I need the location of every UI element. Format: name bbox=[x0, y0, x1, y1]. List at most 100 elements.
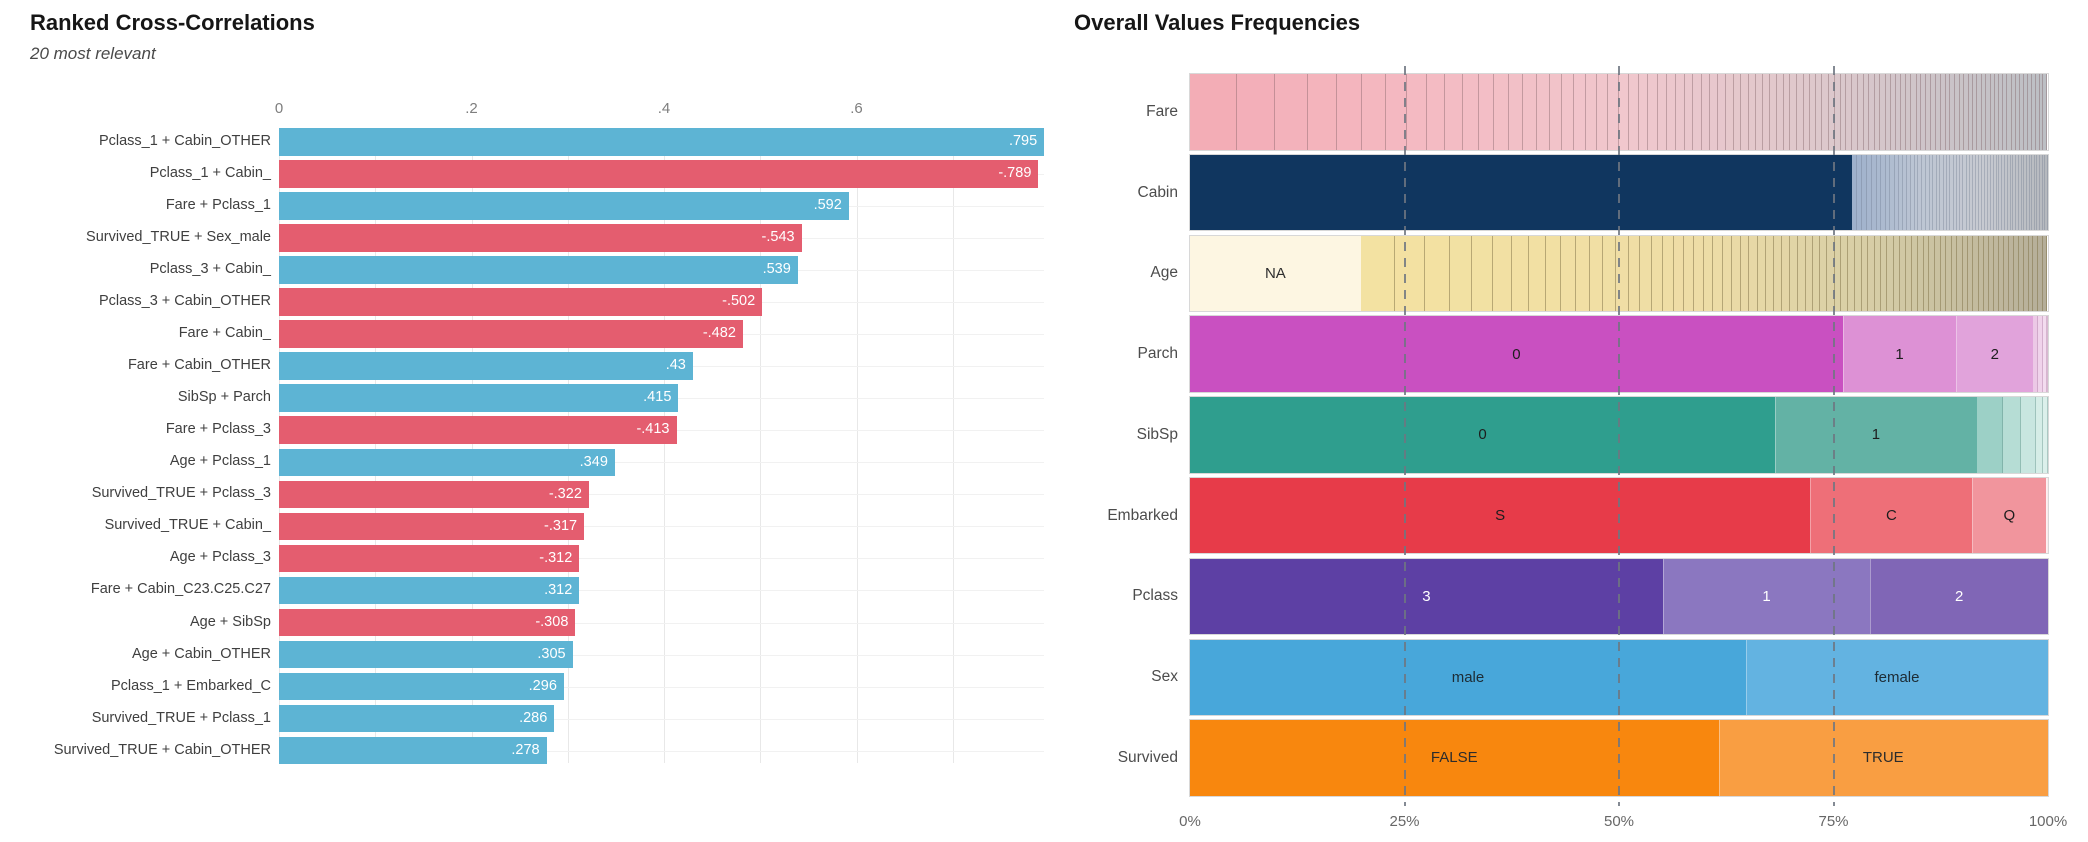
segment-label: 1 bbox=[1871, 426, 1881, 444]
frequency-stripe bbox=[1917, 235, 1924, 312]
x-tick-label: 50% bbox=[1603, 813, 1635, 830]
frequency-stripe bbox=[1574, 74, 1586, 150]
frequency-stripe bbox=[1867, 154, 1873, 231]
frequency-stripe bbox=[1963, 154, 1967, 231]
frequency-stripe bbox=[1975, 154, 1979, 231]
segment-label: 3 bbox=[1422, 587, 1431, 605]
frequency-stripe bbox=[1809, 74, 1817, 150]
frequency-stripe bbox=[1996, 154, 2000, 231]
frequency-stripe bbox=[1852, 74, 1858, 150]
bar-value-label: -.502 bbox=[722, 293, 756, 310]
correlation-bar: -.789 bbox=[279, 160, 1039, 188]
bar-value-label: .592 bbox=[813, 197, 842, 214]
frequency-stripe bbox=[2027, 74, 2032, 150]
gridline bbox=[279, 750, 1049, 752]
frequency-segment bbox=[1190, 154, 1852, 231]
frequency-stripe bbox=[1776, 74, 1784, 150]
segment-label: 1 bbox=[1762, 587, 1771, 605]
frequency-stripe bbox=[1914, 154, 1919, 231]
correlation-bar: -.312 bbox=[279, 544, 580, 573]
frequency-stripe bbox=[1940, 154, 1944, 231]
frequency-stripe bbox=[1922, 154, 1926, 231]
bar-category-label: Survived_TRUE + Cabin_ bbox=[104, 517, 271, 534]
segment-label: 1 bbox=[1895, 345, 1904, 363]
frequency-stripe bbox=[1492, 235, 1512, 312]
frequency-stripe bbox=[1999, 74, 2004, 150]
frequency-stripe bbox=[1362, 74, 1386, 150]
frequency-stripe bbox=[2019, 74, 2024, 150]
frequency-stripe bbox=[1906, 74, 1912, 150]
frequency-stripe bbox=[1424, 235, 1450, 312]
frequency-stripe bbox=[2035, 397, 2043, 473]
gridline bbox=[279, 494, 1049, 496]
frequency-stripes bbox=[2033, 316, 2048, 392]
frequency-segment bbox=[2046, 477, 2048, 554]
correlation-bar: .305 bbox=[279, 640, 573, 669]
frequency-stripe bbox=[1905, 235, 1912, 312]
frequency-stripe bbox=[2038, 316, 2043, 392]
frequency-stripe bbox=[2043, 74, 2048, 150]
frequency-stripe bbox=[1887, 235, 1894, 312]
frequency-stripe bbox=[1851, 154, 1857, 231]
frequency-stripe bbox=[1994, 74, 2000, 150]
frequency-stripe bbox=[1703, 235, 1714, 312]
frequency-stripe bbox=[2042, 235, 2048, 312]
frequency-stripe bbox=[1523, 74, 1537, 150]
row-label: Age bbox=[1150, 264, 1178, 282]
frequency-stripe bbox=[2005, 154, 2008, 231]
frequency-stripe bbox=[2015, 74, 2020, 150]
bar-value-label: .539 bbox=[762, 261, 791, 278]
frequency-stripe bbox=[2002, 154, 2006, 231]
frequency-stripe bbox=[1275, 74, 1309, 150]
frequency-stripe bbox=[1336, 74, 1363, 150]
gridline bbox=[279, 718, 1049, 720]
frequency-stripe bbox=[1999, 235, 2005, 312]
correlation-bar: -.322 bbox=[279, 480, 589, 508]
frequency-stripe bbox=[1628, 74, 1639, 150]
frequency-stripe bbox=[1989, 235, 1995, 312]
row-label: Survived bbox=[1117, 749, 1178, 766]
frequency-stripe bbox=[1790, 74, 1798, 150]
frequency-segment: female bbox=[1745, 639, 2048, 715]
frequency-segment: 0 bbox=[1190, 316, 1843, 392]
bar-category-label: Fare + Pclass_3 bbox=[165, 421, 271, 438]
frequency-stripe bbox=[1918, 154, 1923, 231]
frequency-stripe bbox=[1308, 74, 1337, 150]
frequency-stripe bbox=[1709, 74, 1718, 150]
bar-category-label: Pclass_3 + Cabin_ bbox=[149, 260, 271, 277]
bar-category-label: Survived_TRUE + Pclass_3 bbox=[91, 485, 271, 502]
row-label: Cabin bbox=[1137, 183, 1179, 201]
frequency-stripe bbox=[1950, 154, 1954, 231]
bar-category-label: Age + SibSp bbox=[189, 613, 271, 630]
frequency-stripe bbox=[2007, 154, 2011, 231]
frequency-stripe bbox=[1783, 74, 1791, 150]
frequency-stripe bbox=[1890, 74, 1897, 150]
frequency-stripe bbox=[2028, 235, 2034, 312]
gridline bbox=[567, 128, 569, 763]
gridline bbox=[279, 686, 1049, 688]
bar-value-label: -.312 bbox=[539, 549, 573, 566]
frequency-stripe bbox=[1797, 74, 1804, 150]
segment-label: NA bbox=[1264, 264, 1286, 282]
frequency-stripe bbox=[1684, 74, 1694, 150]
frequency-stripe bbox=[1472, 235, 1493, 312]
frequency-stripe bbox=[1694, 235, 1704, 312]
frequency-stripe bbox=[1834, 235, 1842, 312]
right-chart-title: Overall Values Frequencies bbox=[1074, 10, 1361, 35]
frequency-stripe bbox=[1987, 154, 1991, 231]
correlation-bar: .539 bbox=[279, 256, 798, 284]
correlation-bar: .349 bbox=[279, 448, 615, 476]
frequency-stripe bbox=[1973, 235, 1979, 312]
frequency-stripe bbox=[2011, 74, 2016, 150]
frequency-stripe bbox=[1820, 235, 1828, 312]
frequency-stripe bbox=[1449, 235, 1473, 312]
bar-category-label: Pclass_1 + Cabin_OTHER bbox=[98, 132, 271, 149]
gridline bbox=[279, 128, 280, 763]
frequency-row: 0 1 2 bbox=[1190, 316, 2048, 392]
frequency-stripe bbox=[1862, 154, 1868, 231]
frequency-stripe bbox=[1983, 235, 1990, 312]
frequency-stripe bbox=[1426, 74, 1446, 150]
frequency-stripe bbox=[2020, 397, 2036, 473]
